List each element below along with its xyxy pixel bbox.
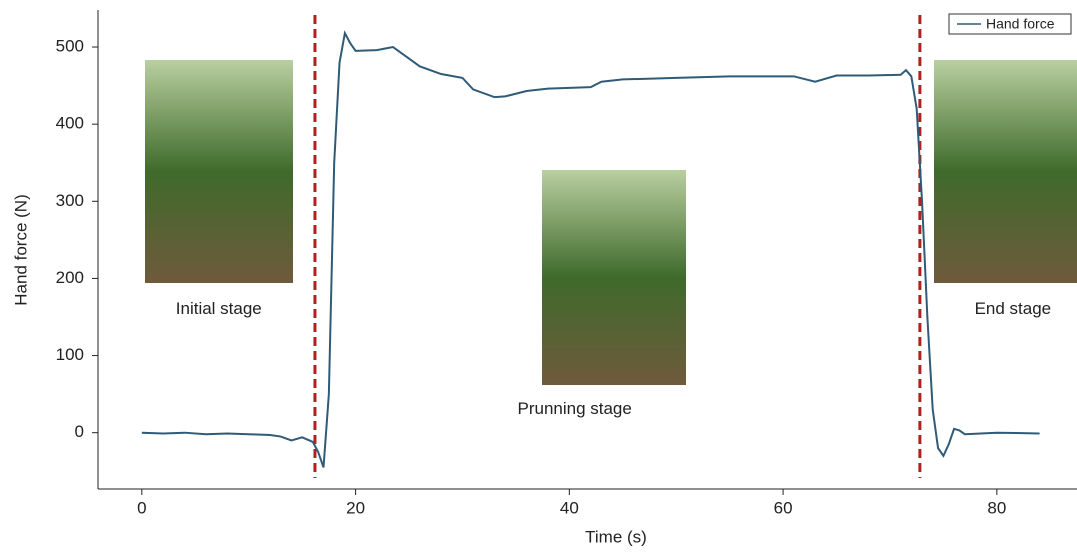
x-axis-label: Time (s) — [585, 527, 647, 546]
y-tick-label: 0 — [75, 422, 84, 441]
y-tick-label: 200 — [56, 268, 84, 287]
legend-box — [948, 13, 1072, 35]
y-tick-label: 500 — [56, 37, 84, 56]
data-line — [141, 30, 1040, 468]
annotation: Prunning stage — [517, 399, 631, 418]
x-tick-label: 20 — [346, 498, 365, 517]
y-tick-label: 100 — [56, 345, 84, 364]
y-tick-label: 400 — [56, 114, 84, 133]
photo-end — [934, 60, 1077, 283]
x-tick-label: 0 — [137, 498, 146, 517]
legend-label: Hand force — [986, 16, 1055, 32]
x-tick-label: 80 — [987, 498, 1006, 517]
y-tick-label: 300 — [56, 191, 84, 210]
x-tick-label: 40 — [560, 498, 579, 517]
photo-pruning — [542, 170, 686, 385]
x-tick-label: 60 — [774, 498, 793, 517]
annotation: End stage — [975, 299, 1052, 318]
photo-initial — [145, 60, 293, 283]
y-axis-label: Hand force (N) — [11, 194, 30, 305]
annotation: Initial stage — [176, 299, 262, 318]
